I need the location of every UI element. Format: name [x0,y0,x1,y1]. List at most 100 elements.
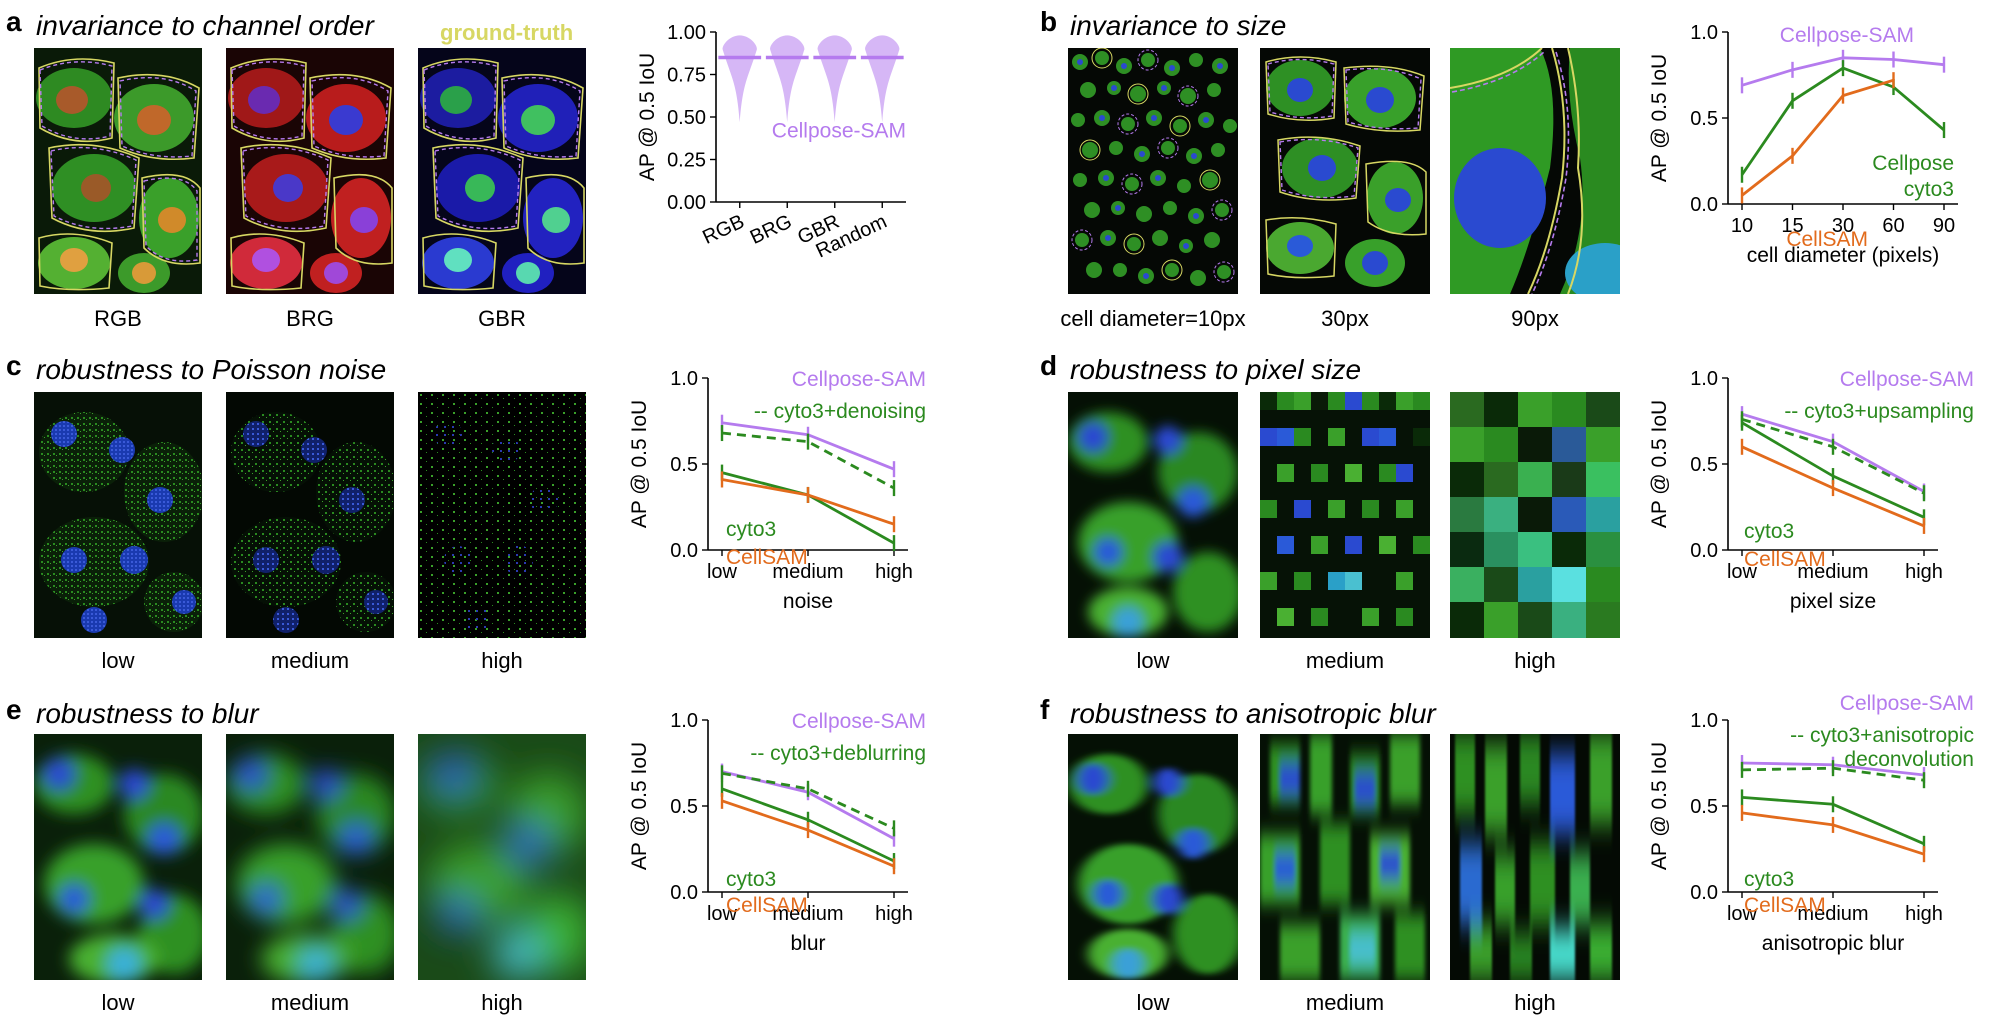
x-tick-label: RGB [699,211,748,249]
y-tick-label: 0.25 [667,150,706,172]
chart-f-axes: 0.0 0.5 1.0 AP @ 0.5 IoU [1648,710,1938,904]
y-tick-label: 0.00 [667,192,706,214]
legend-item: CellSAM [726,894,808,917]
violin-gbr [817,35,852,123]
y-tick-label: 0.5 [1690,796,1718,818]
chart-f: 0.0 0.5 1.0 AP @ 0.5 IoU low medium high anisot… [1636,692,1976,1016]
chart-e: 0.0 0.5 1.0 AP @ 0.5 IoU low medium high blur Ce… [616,706,946,1016]
legend-item: deconvolution [1844,748,1974,771]
x-tick-label: low [707,903,738,925]
image-c-low [34,392,202,638]
x-axis-label: anisotropic blur [1762,932,1904,955]
x-tick-label: medium [772,561,843,583]
panel-title-f: robustness to anisotropic blur [1070,698,1436,729]
y-tick-label: 0.5 [1690,454,1718,476]
ground-truth-label: ground-truth [440,20,574,45]
x-tick-label: 30 [1832,215,1854,237]
image-c-high [418,392,586,638]
y-axis-label: AP @ 0.5 IoU [1648,54,1671,182]
chart-e-axes: 0.0 0.5 1.0 AP @ 0.5 IoU [628,710,908,904]
x-tick-label: high [1905,561,1943,583]
chart-c: 0.0 0.5 1.0 AP @ 0.5 IoU low medium high noise C… [616,364,946,674]
chart-e-svg: 0.0 0.5 1.0 AP @ 0.5 IoU low medium high blur Ce… [628,710,926,955]
image-label-b-0: cell diameter=10px [1060,306,1246,331]
image-label-c-2: high [481,648,523,673]
y-axis-label: AP @ 0.5 IoU [628,742,651,870]
chart-a: 0.00 0.25 0.50 0.75 1.00 AP @ 0.5 IoU RGB BRG GB… [616,20,946,340]
panel-letter-a: a [6,6,22,37]
image-e-medium [226,734,394,980]
x-tick-label: high [875,561,913,583]
chart-c-axes: 0.0 0.5 1.0 AP @ 0.5 IoU [628,368,908,562]
image-label-a-0: RGB [94,306,142,331]
violin-random [865,35,900,123]
x-tick-label: 60 [1882,215,1904,237]
chart-d-svg: 0.0 0.5 1.0 AP @ 0.5 IoU low medium high pixel … [1648,368,1974,613]
panel-title-d: robustness to pixel size [1070,354,1362,385]
series-line-cellsam [1741,78,1894,197]
chart-d: 0.0 0.5 1.0 AP @ 0.5 IoU low medium high pixel … [1636,364,1976,674]
y-tick-label: 0.0 [670,540,698,562]
x-axis-label: noise [783,590,833,613]
x-tick-label: 10 [1731,215,1753,237]
image-c-medium [226,392,394,638]
legend-item: -- cyto3+denoising [754,400,926,423]
x-tick-label: low [1727,903,1758,925]
y-tick-label: 1.0 [1690,368,1718,390]
legend-item: Cellpose-SAM [1780,24,1914,47]
image-b-30px [1260,48,1430,294]
image-label-c-0: low [101,648,135,673]
x-tick-label: high [875,903,913,925]
x-tick-label: 90 [1933,215,1955,237]
panel-letter-f: f [1040,694,1050,725]
y-tick-label: 0.0 [1690,882,1718,904]
y-tick-label: 1.0 [1690,710,1718,732]
panel-letter-d: d [1040,350,1058,381]
chart-b: 0.0 0.5 1.0 AP @ 0.5 IoU 10 15 30 60 90 cell diam… [1636,20,1976,340]
image-e-low [34,734,202,980]
legend-item: Cellpose-SAM [792,368,926,391]
y-tick-label: 1.00 [667,22,706,44]
image-a-brg [226,48,394,294]
x-tick-label: low [707,561,738,583]
y-tick-label: 0.50 [667,107,706,129]
legend-item: -- cyto3+upsampling [1784,400,1974,423]
violin-rgb [722,35,757,123]
legend-item: Cellpose-SAM [1840,692,1974,715]
legend-item: CellSAM [1744,548,1826,571]
y-tick-label: 0.5 [1690,108,1718,130]
chart-b-svg: 0.0 0.5 1.0 AP @ 0.5 IoU 10 15 30 60 90 cell diam… [1648,22,1958,267]
legend-item: Cellpose [1872,152,1954,175]
image-f-low [1068,734,1238,980]
y-tick-label: 0.5 [670,796,698,818]
y-axis-label: AP @ 0.5 IoU [1648,400,1671,528]
image-label-c-1: medium [270,648,350,673]
image-a-gbr [418,48,586,294]
panel-title-c: robustness to Poisson noise [36,354,387,385]
legend-item: -- cyto3+anisotropic [1790,724,1974,747]
image-label-f-1: medium [1305,990,1385,1015]
image-label-d-0: low [1136,648,1170,673]
image-f-high [1450,734,1620,980]
legend-item: CellSAM [1786,228,1868,251]
y-tick-label: 0.5 [670,454,698,476]
x-tick-label: medium [1797,903,1868,925]
y-tick-label: 1.0 [1690,22,1718,44]
image-label-a-1: BRG [286,306,334,331]
image-label-f-0: low [1136,990,1170,1015]
x-axis-label: cell diameter (pixels) [1747,244,1940,267]
x-tick-label: BRG [747,211,796,249]
y-tick-label: 0.0 [670,882,698,904]
x-tick-label: medium [1797,561,1868,583]
panel-letter-c: c [6,350,22,381]
image-label-f-2: high [1514,990,1556,1015]
image-e-high [418,734,586,980]
image-label-b-1: 30px [1321,306,1369,331]
image-a-rgb [34,48,202,294]
x-tick-label: low [1727,561,1758,583]
image-label-e-0: low [101,990,135,1015]
legend-item: Cellpose-SAM [792,710,926,733]
image-label-d-2: high [1514,648,1556,673]
legend-item: cyto3 [1904,178,1954,201]
